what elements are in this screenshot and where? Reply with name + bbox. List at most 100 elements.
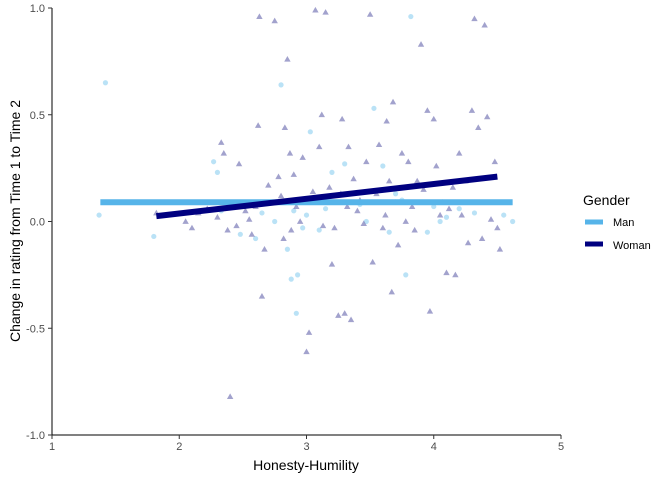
- data-point-woman: [452, 271, 459, 278]
- data-point-woman: [248, 231, 255, 237]
- data-point-woman: [235, 160, 243, 167]
- data-point-man: [501, 212, 507, 218]
- data-point-man: [300, 225, 306, 231]
- data-point-woman: [275, 173, 282, 180]
- data-point-man: [424, 229, 430, 235]
- data-point-woman: [350, 175, 357, 182]
- data-point-woman: [322, 9, 329, 15]
- data-point-woman: [483, 113, 491, 120]
- data-point-woman: [319, 222, 327, 229]
- data-point-woman: [408, 203, 416, 209]
- data-point-woman: [233, 222, 240, 229]
- legend-label-woman: Woman: [613, 240, 651, 252]
- data-point-woman: [388, 288, 395, 295]
- data-point-woman: [468, 107, 476, 113]
- data-point-woman: [258, 293, 266, 299]
- data-point-man: [386, 229, 392, 235]
- data-point-man: [322, 206, 329, 212]
- data-point-man: [471, 210, 478, 216]
- data-point-woman: [458, 211, 465, 218]
- data-point-woman: [383, 117, 390, 124]
- data-point-man: [307, 129, 313, 135]
- data-point-woman: [261, 246, 268, 252]
- legend-item-woman: Woman: [585, 240, 651, 252]
- data-point-man: [443, 214, 450, 220]
- data-point-woman: [246, 216, 253, 222]
- x-tick-label: 2: [176, 441, 182, 453]
- y-tick-label: 0.5: [30, 110, 45, 122]
- data-point-woman: [254, 122, 262, 128]
- data-point-man: [278, 82, 284, 88]
- data-point-woman: [398, 149, 406, 156]
- data-point-woman: [426, 307, 434, 314]
- data-point-man: [303, 212, 310, 218]
- data-point-woman: [303, 348, 310, 355]
- data-point-woman: [405, 158, 412, 165]
- x-tick-label: 1: [49, 441, 55, 453]
- data-point-woman: [394, 241, 402, 248]
- data-point-man: [293, 310, 299, 316]
- data-point-man: [102, 80, 109, 86]
- data-point-woman: [290, 171, 297, 177]
- data-point-woman: [281, 124, 289, 130]
- x-axis-title: Honesty-Humility: [253, 457, 359, 473]
- data-point-man: [403, 272, 409, 278]
- data-point-woman: [491, 158, 499, 165]
- x-tick-label: 5: [558, 441, 564, 453]
- points-layer: [96, 6, 516, 399]
- data-point-woman: [220, 149, 227, 156]
- data-point-woman: [316, 143, 323, 150]
- data-point-man: [329, 169, 335, 175]
- data-point-woman: [299, 154, 306, 160]
- data-point-woman: [280, 235, 287, 241]
- data-point-woman: [430, 115, 437, 122]
- data-point-woman: [286, 149, 294, 156]
- data-point-man: [237, 231, 243, 237]
- y-axis-ticks: -1.0 -0.5 0.0 0.5 1.0: [26, 3, 52, 442]
- data-point-woman: [277, 192, 285, 199]
- fit-lines-layer: [100, 173, 513, 220]
- data-point-woman: [487, 216, 495, 222]
- data-point-woman: [363, 158, 370, 165]
- data-point-woman: [464, 239, 472, 246]
- data-point-woman: [402, 218, 409, 224]
- data-point-woman: [328, 261, 336, 267]
- data-point-woman: [478, 235, 486, 241]
- data-point-woman: [293, 203, 300, 209]
- data-point-woman: [417, 41, 425, 47]
- data-point-man: [437, 218, 443, 225]
- data-point-woman: [284, 56, 291, 62]
- x-axis-ticks: 1 2 3 4 5: [49, 435, 564, 453]
- data-point-woman: [347, 316, 355, 323]
- data-point-woman: [288, 226, 295, 233]
- data-point-woman: [335, 312, 342, 318]
- data-point-woman: [224, 226, 231, 233]
- data-point-woman: [424, 107, 431, 113]
- data-point-woman: [326, 184, 333, 190]
- data-point-woman: [389, 98, 397, 105]
- data-point-woman: [481, 21, 488, 28]
- fit-line-woman: [155, 173, 498, 220]
- data-point-woman: [338, 115, 346, 122]
- data-point-man: [291, 208, 297, 214]
- data-point-woman: [312, 6, 319, 13]
- data-point-woman: [242, 207, 249, 214]
- data-point-man: [371, 105, 377, 111]
- data-point-woman: [344, 203, 351, 209]
- data-point-woman: [218, 139, 225, 145]
- y-axis-title: Change in rating from Time 1 to Time 2: [7, 100, 23, 342]
- data-point-woman: [494, 224, 501, 231]
- data-point-man: [342, 161, 348, 167]
- legend-item-man: Man: [584, 217, 634, 237]
- data-point-man: [211, 159, 217, 165]
- data-point-woman: [475, 124, 482, 130]
- data-point-man: [151, 233, 157, 240]
- data-point-man: [392, 191, 399, 197]
- data-point-woman: [471, 15, 478, 22]
- data-point-woman: [331, 224, 338, 231]
- data-point-woman: [456, 149, 463, 156]
- data-point-man: [259, 210, 265, 216]
- data-point-woman: [420, 186, 427, 192]
- legend: Gender Man Woman: [583, 192, 651, 252]
- data-point-woman: [386, 177, 393, 184]
